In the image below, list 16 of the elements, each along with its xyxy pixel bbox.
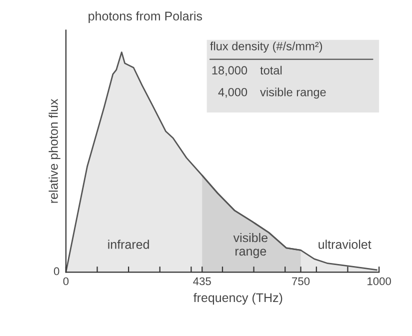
x-tick-label: 750 xyxy=(292,277,310,286)
text: 0 xyxy=(54,267,60,276)
x-tick-label: 0 xyxy=(63,277,69,286)
x-tick-label: 1000 xyxy=(368,277,391,286)
annotation: 4,000 xyxy=(218,88,248,98)
annotation: flux density (#/s/mm²) xyxy=(210,42,322,53)
annotation: visible range xyxy=(260,88,326,99)
annotation: infrared xyxy=(108,240,149,249)
annotation: 18,000 xyxy=(212,66,248,76)
annotation: total xyxy=(260,66,282,75)
x-tick-label: 435 xyxy=(193,277,211,286)
annotation: ultraviolet xyxy=(318,240,372,249)
y-axis-title: relative photon flux xyxy=(48,98,60,203)
annotation: visible range xyxy=(233,232,268,258)
x-axis-title: frequency (THz) xyxy=(194,292,282,305)
chart-title: photons from Polaris xyxy=(88,11,202,23)
